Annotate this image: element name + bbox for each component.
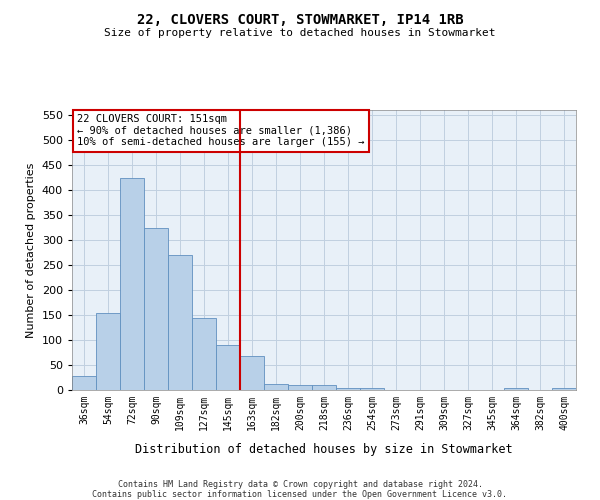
Bar <box>504 388 528 390</box>
Bar <box>144 228 168 390</box>
Bar <box>72 376 96 390</box>
Bar <box>168 255 192 390</box>
Bar <box>360 388 384 390</box>
Bar <box>216 345 240 390</box>
Bar <box>288 385 312 390</box>
Text: Contains HM Land Registry data © Crown copyright and database right 2024.
Contai: Contains HM Land Registry data © Crown c… <box>92 480 508 500</box>
Text: 22 CLOVERS COURT: 151sqm
← 90% of detached houses are smaller (1,386)
10% of sem: 22 CLOVERS COURT: 151sqm ← 90% of detach… <box>77 114 365 148</box>
Bar <box>264 384 288 390</box>
Bar <box>552 388 576 390</box>
Bar <box>240 356 264 390</box>
Bar <box>96 312 120 390</box>
Bar <box>192 318 216 390</box>
Bar <box>312 385 336 390</box>
Bar <box>336 388 360 390</box>
Y-axis label: Number of detached properties: Number of detached properties <box>26 162 36 338</box>
Text: Distribution of detached houses by size in Stowmarket: Distribution of detached houses by size … <box>135 442 513 456</box>
Bar <box>120 178 144 390</box>
Text: Size of property relative to detached houses in Stowmarket: Size of property relative to detached ho… <box>104 28 496 38</box>
Text: 22, CLOVERS COURT, STOWMARKET, IP14 1RB: 22, CLOVERS COURT, STOWMARKET, IP14 1RB <box>137 12 463 26</box>
